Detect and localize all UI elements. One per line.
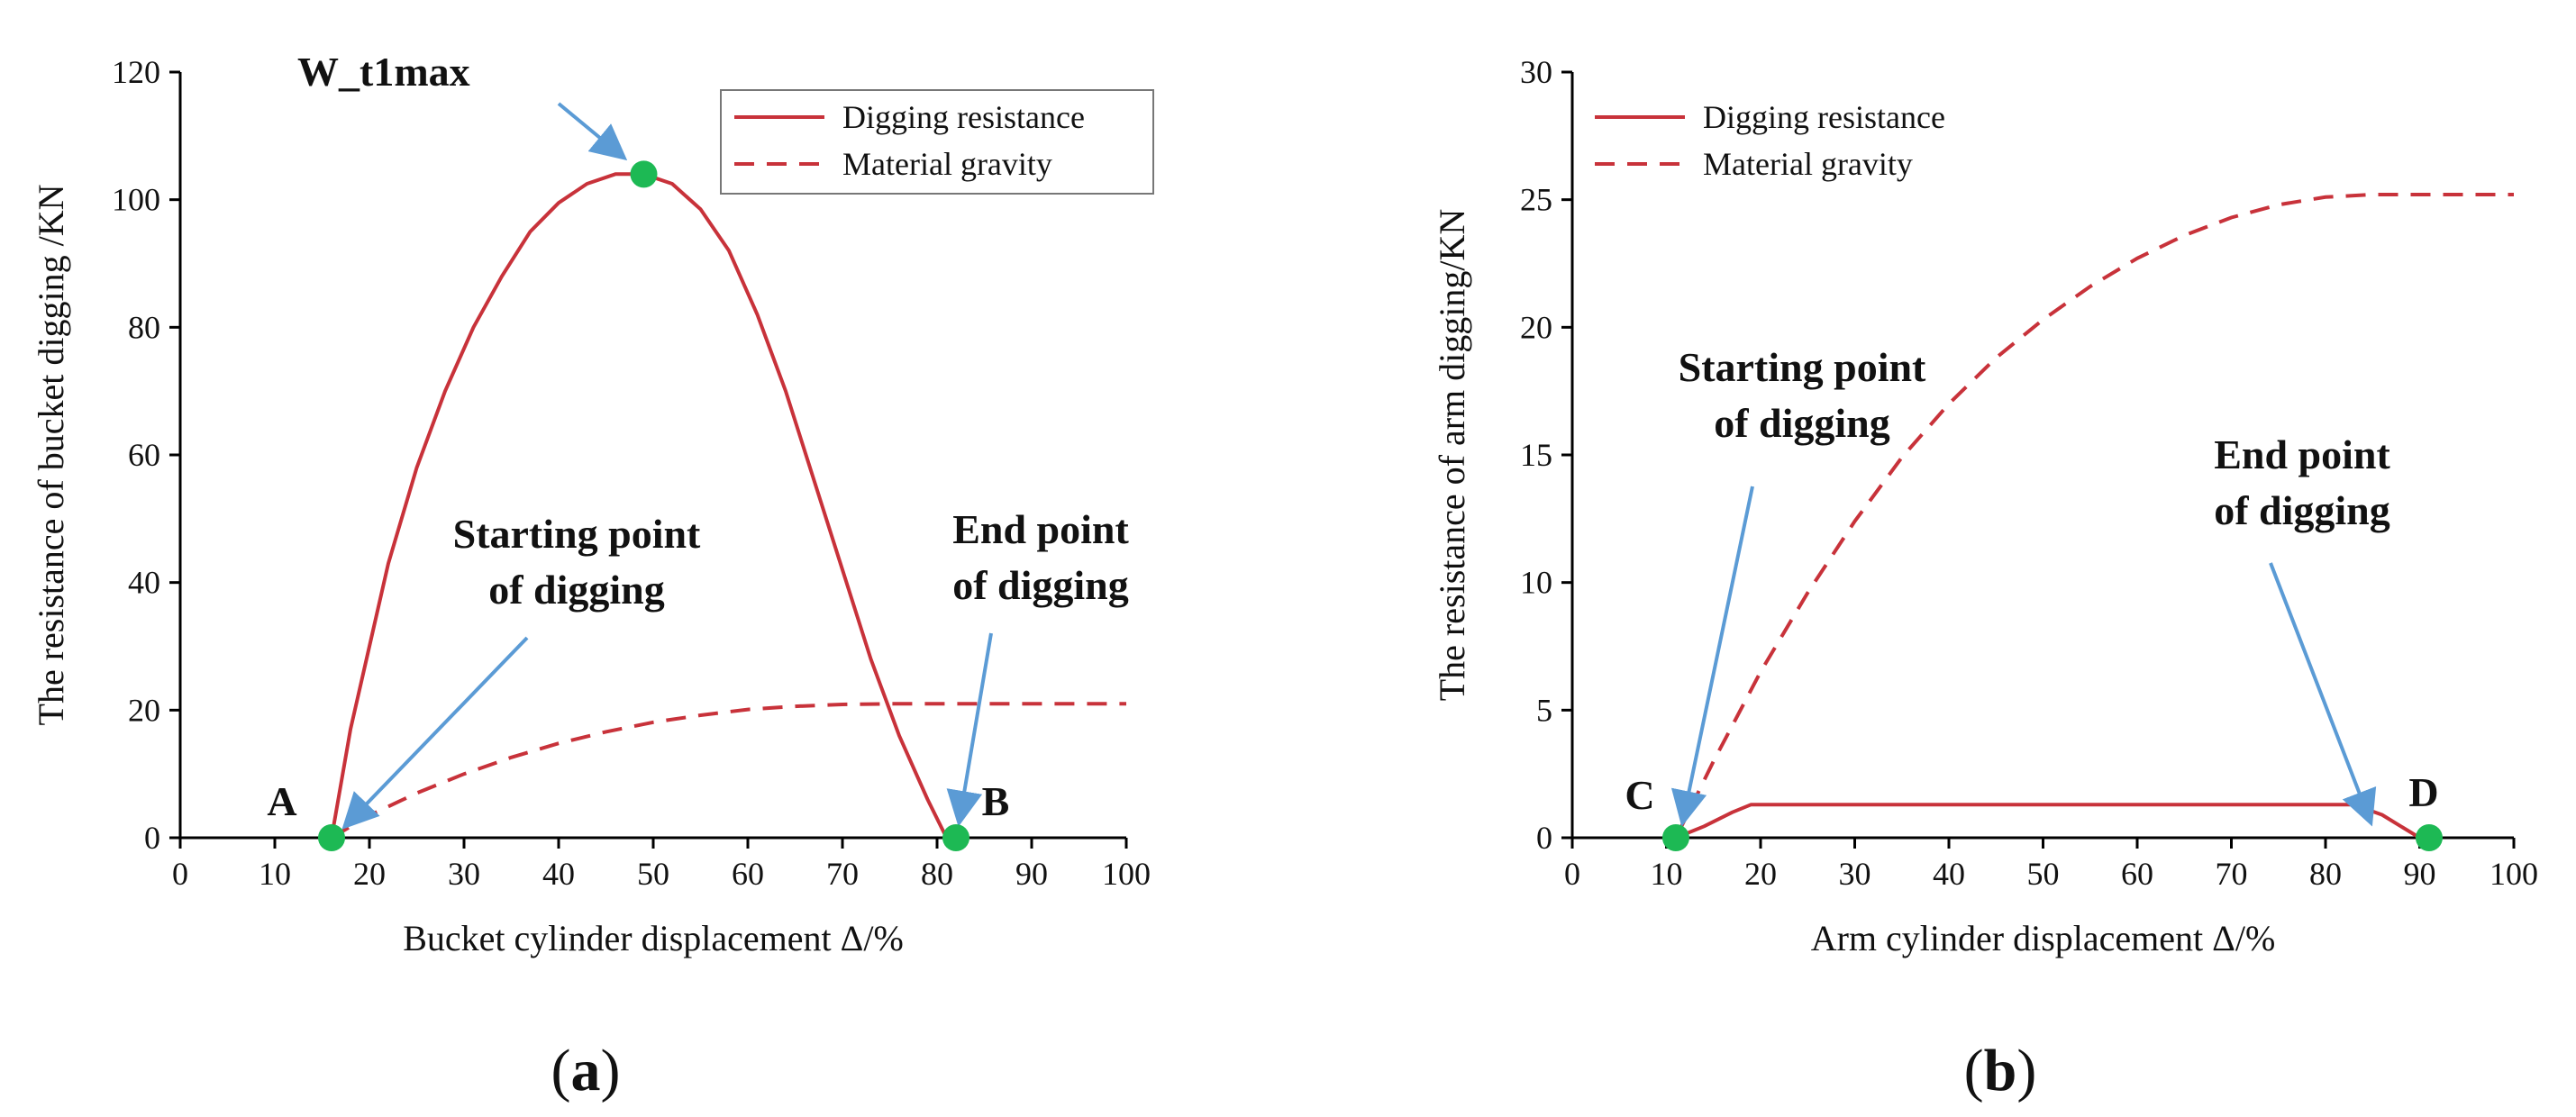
x-tick-label: 20 bbox=[353, 856, 386, 892]
annotation-end: of digging bbox=[952, 562, 1129, 608]
series-digging-resistance bbox=[1675, 803, 2421, 840]
y-tick-label: 20 bbox=[128, 692, 160, 728]
x-tick-label: 100 bbox=[1102, 856, 1151, 892]
panel-label-letter: a bbox=[571, 1038, 601, 1103]
y-tick-label: 10 bbox=[1520, 565, 1552, 601]
marker-label-b: B bbox=[982, 778, 1010, 824]
annotation-arrow bbox=[2269, 562, 2377, 827]
x-tick-label: 20 bbox=[1744, 856, 1777, 892]
marker-label-d: D bbox=[2408, 769, 2438, 815]
x-tick-label: 60 bbox=[732, 856, 764, 892]
x-tick-label: 80 bbox=[921, 856, 953, 892]
series-material-gravity bbox=[330, 702, 1126, 840]
x-tick-label: 60 bbox=[2121, 856, 2153, 892]
x-tick-label: 90 bbox=[2404, 856, 2436, 892]
x-tick-label: 0 bbox=[172, 856, 188, 892]
x-tick-label: 40 bbox=[542, 856, 575, 892]
annotation-peak: W_t1max bbox=[297, 49, 470, 95]
chart-a: 0 10 20 30 40 50 60 70 80 90 100 0 20 40 60 80 100 120 Buc… bbox=[31, 49, 1154, 1103]
x-tick-label: 0 bbox=[1564, 856, 1580, 892]
x-tick-label: 10 bbox=[259, 856, 291, 892]
annotation-start: of digging bbox=[488, 567, 665, 613]
marker-w_t1max bbox=[630, 160, 658, 188]
x-tick-label: 90 bbox=[1015, 856, 1048, 892]
panel-label: (b) bbox=[1964, 1038, 2037, 1103]
x-tick-label: 30 bbox=[1839, 856, 1871, 892]
annotation-end: End point bbox=[2214, 431, 2390, 477]
y-tick-label: 100 bbox=[112, 182, 160, 218]
annotation-start: Starting point bbox=[1679, 344, 1926, 390]
marker-b bbox=[942, 824, 969, 851]
panel-label-letter: b bbox=[1984, 1038, 2017, 1103]
annotation-start: of digging bbox=[1714, 400, 1890, 446]
annotation-arrow bbox=[946, 632, 993, 827]
y-tick-label: 30 bbox=[1520, 54, 1552, 90]
annotation-end: of digging bbox=[2214, 487, 2390, 533]
marker-label-a: A bbox=[267, 778, 296, 824]
y-tick-label: 5 bbox=[1536, 692, 1552, 728]
x-tick-label: 30 bbox=[448, 856, 480, 892]
panel-label: (a) bbox=[551, 1038, 621, 1103]
series-digging-resistance bbox=[330, 172, 949, 839]
marker-c bbox=[1661, 824, 1689, 851]
legend-entry: Digging resistance bbox=[842, 99, 1085, 135]
legend-entry: Material gravity bbox=[1703, 146, 1913, 182]
x-tick-label: 70 bbox=[826, 856, 859, 892]
y-axis-title: The resistance of bucket digging /KN bbox=[31, 185, 71, 726]
y-tick-label: 15 bbox=[1520, 437, 1552, 473]
y-tick-label: 80 bbox=[128, 309, 160, 345]
annotation-start: Starting point bbox=[453, 511, 701, 557]
x-tick-label: 80 bbox=[2309, 856, 2342, 892]
y-tick-label: 0 bbox=[1536, 820, 1552, 856]
x-tick-label: 50 bbox=[2027, 856, 2060, 892]
x-axis-title: Bucket cylinder displacement Δ/% bbox=[403, 918, 904, 958]
legend-entry: Material gravity bbox=[842, 146, 1052, 182]
y-tick-label: 120 bbox=[112, 54, 160, 90]
y-tick-label: 20 bbox=[1520, 309, 1552, 345]
marker-label-c: C bbox=[1625, 772, 1654, 818]
annotation-arrow bbox=[341, 636, 529, 830]
legend-entry: Digging resistance bbox=[1703, 99, 1945, 135]
annotation-arrow bbox=[557, 102, 628, 161]
x-tick-label: 40 bbox=[1933, 856, 1965, 892]
legend-box bbox=[720, 89, 1154, 195]
y-tick-label: 25 bbox=[1520, 182, 1552, 218]
legend: Digging resistance Material gravity bbox=[1595, 99, 1945, 182]
x-axis-title: Arm cylinder displacement Δ/% bbox=[1811, 918, 2276, 958]
x-tick-label: 10 bbox=[1651, 856, 1683, 892]
chart-b: 0 10 20 30 40 50 60 70 80 90 100 0 5 10 15 20 25 30 Arm cy… bbox=[1432, 54, 2538, 1103]
marker-d bbox=[2415, 824, 2443, 851]
marker-a bbox=[318, 824, 345, 851]
y-axis-title: The resistance of arm digging/KN bbox=[1432, 209, 1472, 702]
x-tick-label: 100 bbox=[2490, 856, 2538, 892]
y-tick-label: 40 bbox=[128, 565, 160, 601]
series-material-gravity bbox=[1674, 193, 2514, 839]
y-tick-label: 0 bbox=[144, 820, 160, 856]
legend: Digging resistance Material gravity bbox=[720, 89, 1154, 195]
x-tick-label: 70 bbox=[2216, 856, 2248, 892]
x-tick-label: 50 bbox=[637, 856, 669, 892]
annotation-arrow bbox=[1670, 486, 1754, 827]
annotation-end: End point bbox=[952, 506, 1129, 552]
y-tick-label: 60 bbox=[128, 437, 160, 473]
